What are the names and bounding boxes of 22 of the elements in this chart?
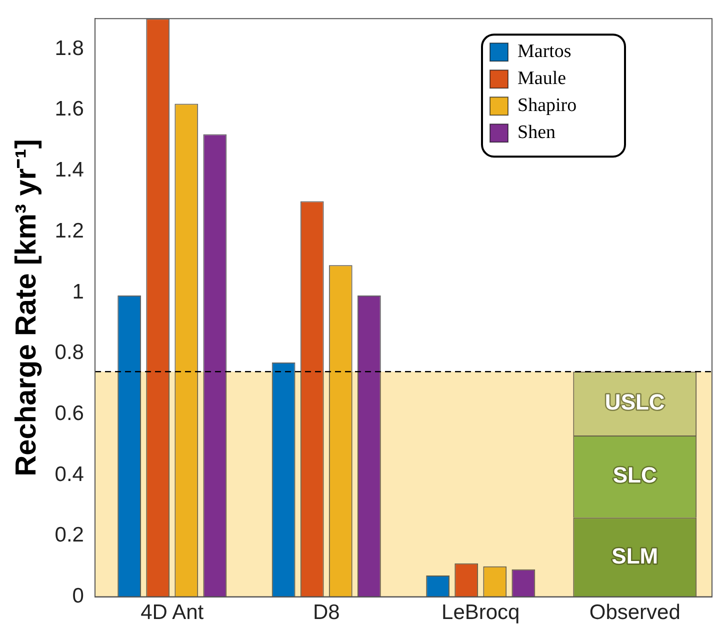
x-tick-label: 4D Ant [140,601,204,624]
legend-label: Martos [518,41,572,62]
series-label: SLM [612,543,658,568]
x-tick-label: LeBrocq [442,601,520,624]
y-tick-label: 0.2 [54,524,84,547]
y-tick-label: 1.6 [54,98,84,121]
y-axis-title: Recharge Rate [km³ yr⁻¹] [10,139,42,476]
y-tick-label: 1.4 [54,158,84,182]
y-tick-label: 0.8 [54,341,84,364]
y-tick-label: 0 [72,584,84,608]
y-tick-label: 0.4 [54,462,84,486]
legend-label: Shapiro [518,95,577,116]
y-tick-label: 1 [72,280,84,304]
y-tick-label: 0.6 [54,402,84,426]
series-label: USLC [604,390,665,415]
x-tick-label: Observed [589,601,680,624]
x-tick-label: D8 [312,601,340,624]
legend-label: Shen [518,122,556,144]
y-tick-label: 1.2 [54,219,84,242]
legend-label: Maule [518,68,566,90]
y-tick-label: 1.8 [54,36,84,60]
series-label: SLC [612,462,657,488]
